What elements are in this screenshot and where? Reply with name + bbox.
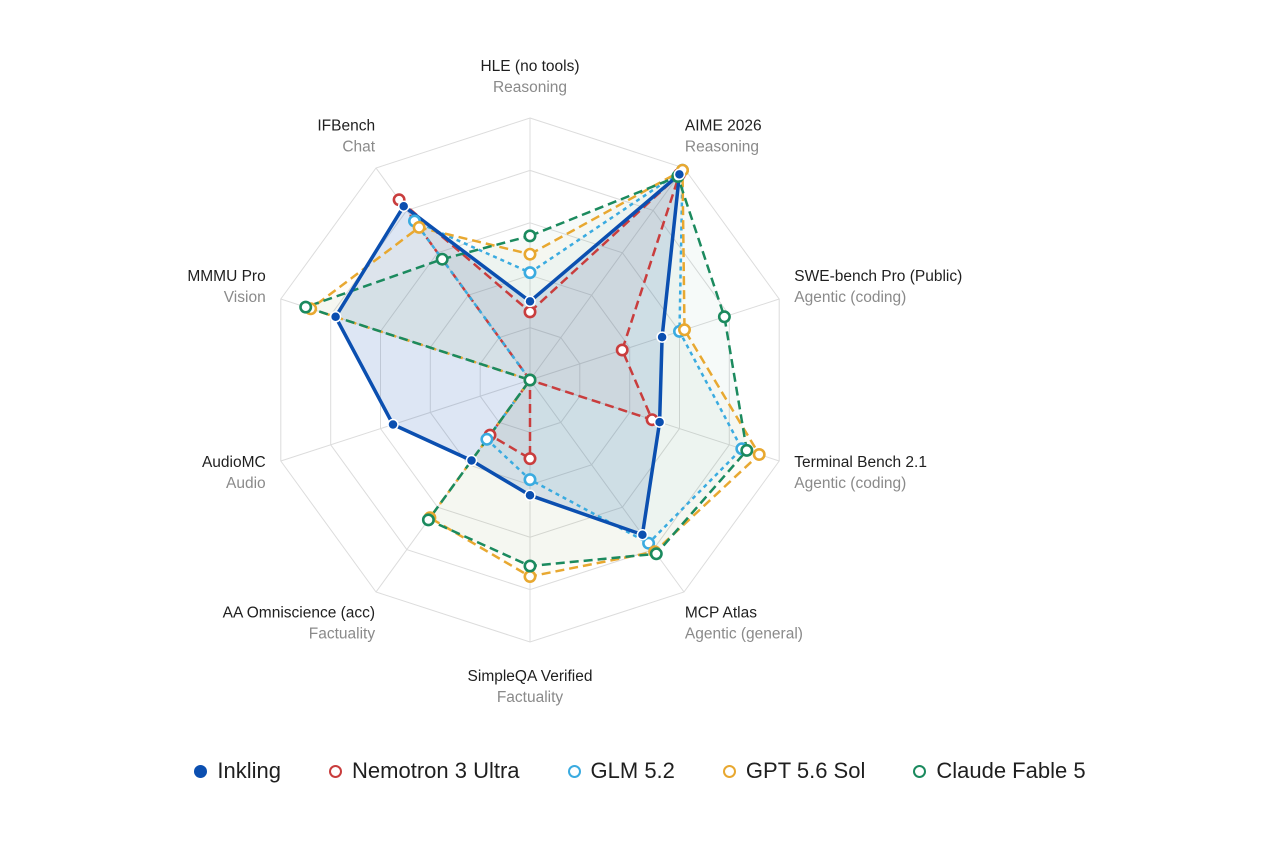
data-point-claude-fable-5 bbox=[435, 252, 449, 266]
axis-category-label: Factuality bbox=[497, 689, 564, 706]
series-fill-gpt-5-6-sol bbox=[310, 170, 760, 577]
data-point-claude-fable-5 bbox=[523, 229, 537, 243]
data-point-claude-fable-5 bbox=[299, 300, 313, 314]
chart-legend: Inkling Nemotron 3 Ultra GLM 5.2 GPT 5.6… bbox=[0, 758, 1280, 784]
legend-item-nemotron-3-ultra[interactable]: Nemotron 3 Ultra bbox=[329, 758, 520, 784]
axis-category-label: Agentic (general) bbox=[685, 626, 803, 643]
data-point-glm-5-2 bbox=[523, 266, 537, 280]
data-point-inkling bbox=[397, 200, 410, 212]
data-point-inkling bbox=[656, 331, 668, 343]
data-point-claude-fable-5 bbox=[717, 310, 731, 324]
legend-item-claude-fable-5[interactable]: Claude Fable 5 bbox=[913, 758, 1086, 784]
legend-marker-nemotron-3-ultra bbox=[329, 764, 343, 778]
axis-category-label: Agentic (coding) bbox=[794, 289, 906, 306]
data-point-inkling bbox=[673, 168, 686, 181]
series-line-glm-5-2 bbox=[413, 168, 744, 545]
legend-label: Nemotron 3 Ultra bbox=[352, 758, 520, 783]
axis-label: HLE (no tools) bbox=[480, 58, 579, 75]
data-point-inkling bbox=[524, 489, 536, 502]
axis-category-label: Vision bbox=[224, 289, 266, 306]
data-point-glm-5-2 bbox=[642, 536, 656, 550]
series-fill-glm-5-2 bbox=[414, 170, 742, 544]
axis-category-label: Chat bbox=[342, 139, 375, 156]
data-point-claude-fable-5 bbox=[523, 373, 537, 387]
axis-label: AIME 2026 bbox=[685, 118, 762, 135]
data-point-inkling bbox=[329, 311, 342, 323]
axis-label: MMMU Pro bbox=[187, 268, 265, 285]
data-point-nemotron-3-ultra bbox=[523, 305, 537, 319]
legend-label: GPT 5.6 Sol bbox=[745, 758, 866, 783]
data-point-inkling bbox=[465, 454, 478, 467]
axis-category-label: Reasoning bbox=[493, 79, 567, 96]
series-fill-claude-fable-5 bbox=[305, 176, 747, 566]
data-point-gpt-5-6-sol bbox=[677, 323, 691, 337]
data-point-glm-5-2 bbox=[523, 473, 537, 487]
axis-category-label: Reasoning bbox=[685, 139, 759, 156]
axis-label: AA Omniscience (acc) bbox=[223, 605, 375, 622]
data-point-inkling bbox=[653, 416, 666, 428]
axis-labels: HLE (no tools) Reasoning AIME 2026 Reasonin… bbox=[187, 58, 962, 706]
data-point-gpt-5-6-sol bbox=[752, 447, 766, 461]
series-fill-nemotron-3-ultra bbox=[399, 174, 680, 459]
legend-label: Inkling bbox=[217, 758, 282, 783]
legend-marker-inkling bbox=[194, 764, 208, 778]
data-point-inkling bbox=[387, 418, 399, 431]
grid-spoke bbox=[529, 167, 685, 381]
data-point-gpt-5-6-sol bbox=[523, 247, 537, 261]
series-points bbox=[299, 163, 766, 583]
axis-label: AudioMC bbox=[202, 454, 266, 471]
series-fill-inkling bbox=[335, 174, 680, 535]
data-point-claude-fable-5 bbox=[740, 443, 754, 457]
axis-category-label: Factuality bbox=[309, 626, 376, 643]
axis-category-label: Audio bbox=[226, 475, 266, 492]
legend-label: GLM 5.2 bbox=[590, 758, 675, 783]
axis-label: SimpleQA Verified bbox=[468, 668, 593, 685]
data-point-nemotron-3-ultra bbox=[523, 452, 537, 466]
data-point-claude-fable-5 bbox=[421, 513, 435, 527]
axis-label: Terminal Bench 2.1 bbox=[794, 454, 927, 471]
legend-marker-claude-fable-5 bbox=[913, 764, 927, 778]
axis-label: IFBench bbox=[317, 118, 375, 135]
data-point-gpt-5-6-sol bbox=[412, 220, 426, 234]
legend-item-gpt-5-6-sol[interactable]: GPT 5.6 Sol bbox=[722, 758, 866, 784]
data-point-inkling bbox=[524, 295, 536, 308]
series-fills bbox=[305, 170, 760, 577]
legend-label: Claude Fable 5 bbox=[936, 758, 1086, 783]
grid-spoke bbox=[280, 379, 531, 462]
data-point-glm-5-2 bbox=[480, 432, 494, 446]
data-point-claude-fable-5 bbox=[649, 547, 663, 561]
legend-marker-glm-5-2 bbox=[567, 764, 581, 778]
legend-marker-gpt-5-6-sol bbox=[722, 764, 736, 778]
axis-label: MCP Atlas bbox=[685, 605, 757, 622]
legend-item-glm-5-2[interactable]: GLM 5.2 bbox=[567, 758, 675, 784]
data-point-nemotron-3-ultra bbox=[615, 343, 629, 357]
radar-chart: HLE (no tools) Reasoning AIME 2026 Reasonin… bbox=[187, 58, 962, 706]
data-point-gpt-5-6-sol bbox=[523, 569, 537, 583]
grid-spoke bbox=[529, 298, 780, 381]
legend-item-inkling[interactable]: Inkling bbox=[194, 758, 281, 784]
data-point-claude-fable-5 bbox=[523, 559, 537, 573]
series-line-nemotron-3-ultra bbox=[397, 173, 681, 460]
data-point-inkling bbox=[636, 528, 649, 541]
axis-category-label: Agentic (coding) bbox=[794, 475, 906, 492]
axis-label: SWE-bench Pro (Public) bbox=[794, 268, 962, 285]
